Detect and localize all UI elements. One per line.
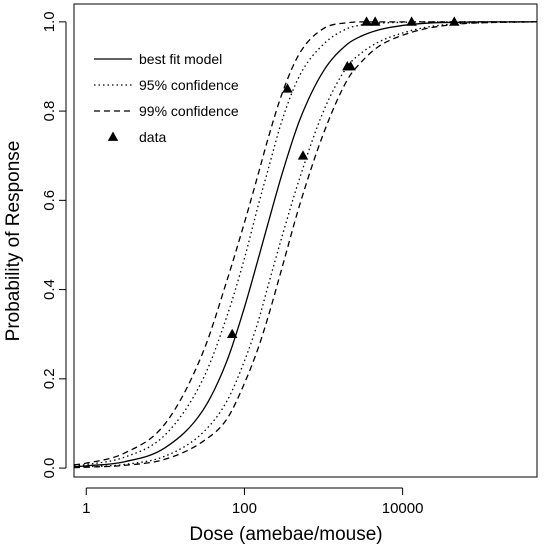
legend-item: 95% confidence [94,77,239,93]
data-point [345,60,356,71]
legend-item: 99% confidence [94,103,239,119]
legend-swatch [107,131,119,141]
x-axis-label: Dose (amebae/mouse) [189,524,382,545]
series-line-dashed-4 [73,21,538,469]
data-point [406,16,417,26]
y-axis-label: Probability of Response [3,141,24,342]
legend-item: best fit model [94,51,222,67]
data-point [297,150,309,160]
legend-label: best fit model [139,51,222,67]
plot-frame [73,3,538,478]
y-tick-label: 1.0 [41,11,58,32]
x-axis: 1 100 10000 [82,487,424,517]
x-tick-label: 10000 [382,500,424,517]
x-tick-label: 1 [82,500,90,517]
y-tick-label: 0.8 [41,101,58,122]
data-point [226,328,238,339]
legend: best fit model 95% confidence 99% confiden… [94,51,239,145]
y-tick-label: 0.2 [41,368,58,389]
series-line-dotted-2 [73,21,538,468]
y-tick-label: 0.0 [41,458,58,479]
data-points-layer [226,16,460,339]
y-tick-label: 0.4 [41,279,58,300]
legend-item: data [107,129,166,145]
data-point [361,16,372,26]
legend-label: 95% confidence [139,77,239,93]
legend-label: 99% confidence [139,103,239,119]
series-layer [73,21,538,469]
x-tick-label: 100 [232,500,257,517]
data-point [449,16,460,26]
data-point [369,16,381,26]
legend-label: data [139,129,166,145]
y-axis: 0.0 0.2 0.4 0.6 0.8 1.0 [41,11,67,479]
y-tick-label: 0.6 [41,190,58,211]
data-point [282,83,293,93]
series-line-dashed-3 [73,21,537,466]
series-line-solid-0 [73,21,537,468]
series-line-dotted-1 [73,21,537,467]
